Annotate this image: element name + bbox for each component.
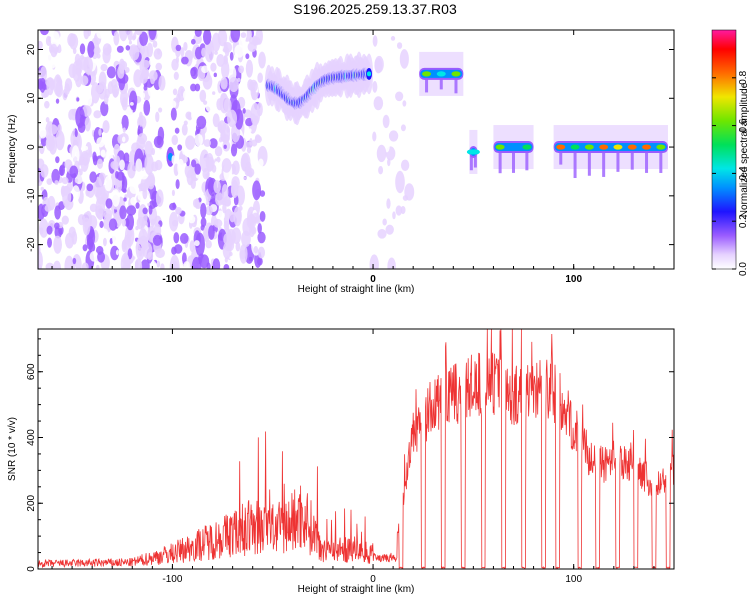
snr-series-line [38,329,674,569]
spectrogram-segment [553,125,668,179]
snr-ticks: -100 0 100 0 200 400 600 [26,329,675,585]
chart-title: S196.2025.259.13.37.R03 [293,1,457,17]
y-tick-label: 10 [26,92,37,104]
y-tick-label: -20 [26,237,37,252]
spectrogram-y-axis-label: Frequency (Hz) [7,115,18,184]
spectrogram-segment [466,129,480,174]
colorbar-ticks: 0.0 0.2 0.4 0.6 0.8 [712,70,749,276]
spectrogram-segment [369,35,415,269]
x-tick-label: -100 [162,574,182,585]
snr-y-axis-label: SNR (10 * v/v) [7,417,18,481]
colorbar: 0.0 0.2 0.4 0.6 0.8 Normalized spectral ampl… [711,29,750,276]
y-tick-label: 200 [26,494,37,511]
colorbar-tick-label: 0.8 [738,70,749,84]
spectrogram-segment [264,51,374,126]
spectrogram-plot-area [38,30,668,269]
y-tick-label: 0 [26,144,37,150]
spectrogram-segment [168,30,268,269]
x-tick-label: 0 [370,274,376,285]
y-tick-label: 600 [26,363,37,380]
snr-x-axis-label: Height of straight line (km) [298,584,415,595]
colorbar-tick-label: 0.2 [738,214,749,228]
x-tick-label: -100 [162,274,182,285]
spectrogram-frame [37,29,675,270]
spectrogram-segment [38,30,166,269]
y-tick-label: 400 [26,429,37,446]
colorbar-tick-label: 0.6 [738,118,749,132]
spectrogram-x-axis-label: Height of straight line (km) [298,284,415,295]
x-tick-label: 100 [565,274,582,285]
snr-frame [37,328,675,570]
spectrogram-segment [493,125,534,174]
y-tick-label: 0 [26,566,37,572]
colorbar-label: Normalized spectral amplitude [739,82,750,217]
colorbar-gradient [711,29,737,270]
x-tick-label: 100 [565,574,582,585]
colorbar-tick-label: 0.0 [738,262,749,276]
spectrogram-segment [419,51,464,96]
colorbar-tick-label: 0.4 [738,166,749,180]
y-tick-label: -10 [26,188,37,203]
y-tick-label: 20 [26,44,37,56]
x-tick-label: 0 [370,574,376,585]
snr-panel: -100 0 100 0 200 400 600 Height of straight li… [7,328,675,595]
